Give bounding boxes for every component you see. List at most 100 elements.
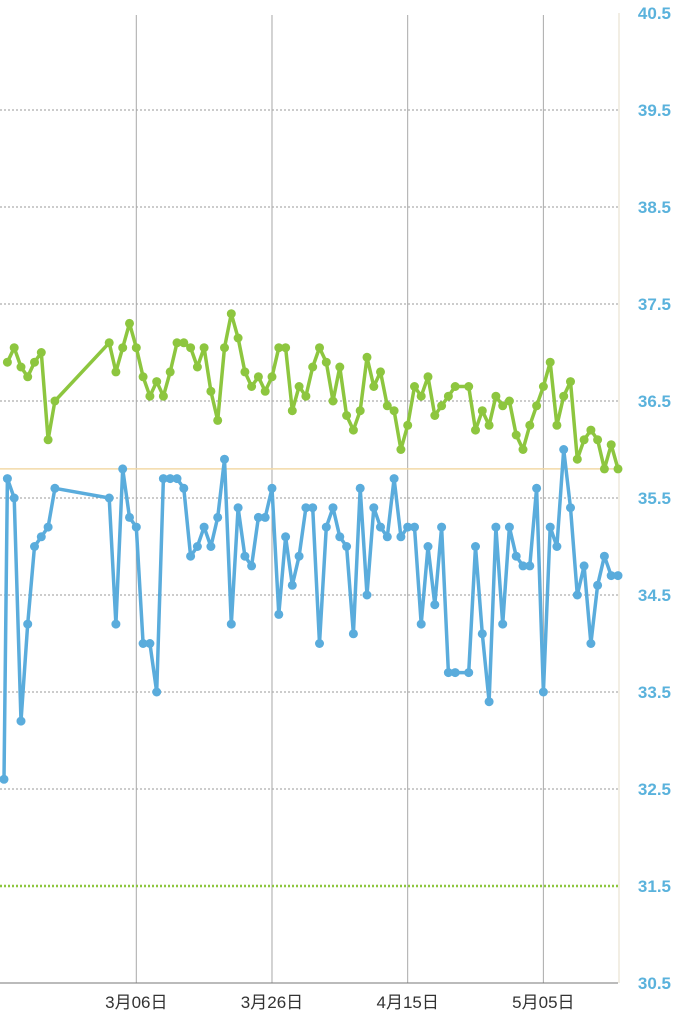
horizontal-gridlines — [0, 109, 618, 887]
data-point — [355, 483, 365, 493]
y-tick-labels: 40.5 39.5 38.5 37.5 36.5 35.5 34.5 33.5 32.5 31.5… — [638, 4, 671, 993]
x-tick-label: 3月06日 — [105, 993, 167, 1012]
data-point — [199, 343, 209, 353]
data-point — [410, 382, 419, 391]
data-point — [484, 420, 494, 430]
data-point — [586, 425, 596, 435]
data-point — [396, 445, 406, 454]
data-point — [559, 445, 569, 454]
data-point — [315, 343, 324, 353]
data-point — [342, 542, 352, 551]
data-point — [321, 522, 331, 532]
data-point — [369, 503, 379, 513]
data-point — [253, 512, 263, 522]
data-point — [213, 415, 223, 425]
data-point — [104, 493, 114, 503]
data-point — [511, 551, 521, 561]
data-point — [233, 503, 243, 513]
data-point — [464, 668, 474, 678]
data-point — [301, 391, 311, 401]
y-tick-label: 34.5 — [638, 586, 671, 605]
data-point — [145, 639, 155, 648]
data-point — [199, 522, 209, 532]
data-point — [443, 668, 453, 678]
data-point — [138, 639, 148, 648]
data-point — [525, 420, 535, 430]
data-point — [328, 396, 338, 406]
data-point — [152, 687, 162, 697]
data-point — [294, 382, 304, 391]
data-point — [308, 503, 318, 513]
data-point — [566, 377, 575, 387]
data-point — [192, 362, 202, 372]
data-point — [335, 532, 345, 542]
y-tick-label: 33.5 — [638, 683, 671, 702]
data-point — [572, 454, 582, 464]
data-point — [593, 435, 603, 445]
data-point — [36, 348, 46, 357]
data-point — [403, 522, 413, 532]
series-line — [5, 311, 620, 471]
data-point — [606, 571, 616, 581]
data-point — [518, 561, 528, 571]
data-point — [206, 542, 216, 551]
data-point — [545, 357, 555, 367]
data-point — [240, 551, 250, 561]
data-point — [240, 367, 250, 377]
data-point — [593, 580, 603, 590]
data-point — [260, 512, 270, 522]
data-point — [301, 503, 311, 513]
data-point — [192, 542, 202, 551]
data-point — [477, 629, 487, 639]
data-point — [247, 382, 257, 391]
data-point — [579, 561, 589, 571]
data-point — [226, 309, 236, 319]
data-point — [566, 503, 575, 513]
data-point — [328, 503, 338, 513]
data-point — [572, 590, 582, 600]
series-layer — [0, 309, 623, 784]
data-point — [281, 343, 291, 353]
data-point — [382, 401, 392, 411]
y-tick-label: 36.5 — [638, 392, 671, 411]
x-tick-labels: 3月06日 3月26日 4月15日 5月05日 — [105, 993, 574, 1012]
y-tick-label: 35.5 — [638, 489, 671, 508]
data-point — [518, 445, 528, 454]
series-line — [2, 447, 620, 782]
data-point — [511, 430, 521, 440]
data-point — [538, 687, 548, 697]
data-point — [179, 483, 189, 493]
data-point — [369, 382, 379, 391]
data-point — [131, 522, 141, 532]
data-point — [226, 619, 236, 629]
x-tick-label: 3月26日 — [241, 993, 303, 1012]
data-point — [498, 401, 508, 411]
data-point — [165, 474, 175, 484]
data-point — [491, 391, 501, 401]
data-point — [430, 600, 440, 610]
data-point — [545, 522, 555, 532]
data-point — [287, 580, 297, 590]
data-point — [220, 454, 229, 464]
data-point — [0, 774, 9, 784]
data-point — [253, 372, 263, 382]
data-point — [2, 474, 12, 484]
data-point — [308, 362, 318, 372]
y-tick-label: 37.5 — [638, 295, 671, 314]
data-point — [335, 362, 345, 372]
data-point — [443, 391, 453, 401]
data-point — [23, 619, 33, 629]
data-point — [403, 420, 413, 430]
data-point — [538, 382, 548, 391]
data-point — [220, 343, 229, 353]
data-series — [2, 309, 623, 474]
data-point — [118, 464, 128, 474]
data-point — [9, 343, 19, 353]
data-point — [50, 396, 60, 406]
data-point — [430, 411, 440, 420]
data-point — [613, 571, 623, 581]
x-tick-label: 5月05日 — [512, 993, 574, 1012]
data-point — [30, 542, 39, 551]
x-tick-label: 4月15日 — [376, 993, 438, 1012]
